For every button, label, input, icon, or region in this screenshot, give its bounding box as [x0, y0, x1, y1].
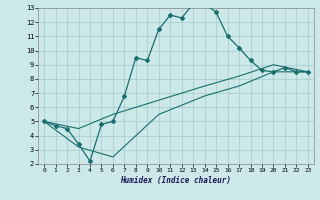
X-axis label: Humidex (Indice chaleur): Humidex (Indice chaleur) — [121, 176, 231, 185]
